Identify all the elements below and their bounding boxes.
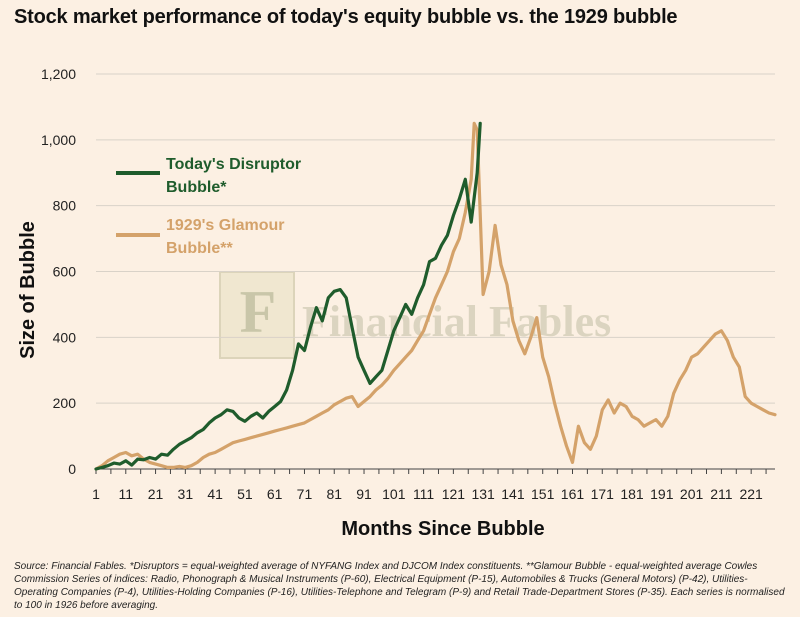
x-tick-label: 191 — [650, 486, 674, 502]
x-tick-label: 201 — [680, 486, 704, 502]
x-tick-label: 81 — [326, 486, 342, 502]
x-tick-label: 71 — [297, 486, 313, 502]
x-tick-label: 161 — [561, 486, 585, 502]
y-axis-ticks: 0 200 400 600 800 1,000 1,200 — [41, 66, 76, 477]
x-tick-label: 91 — [356, 486, 372, 502]
x-axis-ticks: 1 11 21 31 41 51 61 71 81 91 101 111 121 131 141 151 161… — [92, 469, 767, 502]
x-tick-label: 11 — [119, 486, 134, 502]
y-tick-label: 1,000 — [41, 132, 76, 148]
x-tick-label: 101 — [382, 486, 406, 502]
x-tick-label: 121 — [442, 486, 466, 502]
x-tick-label: 21 — [148, 486, 164, 502]
y-tick-label: 0 — [68, 461, 76, 477]
legend: Today's Disruptor Bubble* 1929's Glamour… — [116, 156, 301, 257]
watermark-logo-letter: F — [240, 279, 277, 345]
y-axis-title: Size of Bubble — [17, 221, 39, 359]
x-tick-label: 51 — [237, 486, 253, 502]
legend-label-glamour-line2: Bubble** — [166, 240, 233, 257]
y-tick-label: 200 — [53, 395, 77, 411]
x-tick-label: 1 — [92, 486, 100, 502]
x-tick-label: 211 — [710, 486, 733, 502]
x-tick-label: 151 — [531, 486, 555, 502]
y-tick-label: 1,200 — [41, 66, 76, 82]
x-tick-label: 111 — [413, 486, 434, 502]
x-tick-label: 171 — [591, 486, 615, 502]
source-note: Source: Financial Fables. *Disruptors = … — [14, 561, 785, 611]
grid — [96, 73, 775, 404]
x-tick-label: 221 — [739, 486, 763, 502]
x-axis-title: Months Since Bubble — [341, 518, 544, 540]
x-tick-label: 31 — [178, 486, 194, 502]
x-tick-label: 61 — [267, 486, 283, 502]
y-tick-label: 400 — [53, 329, 77, 345]
x-tick-label: 141 — [501, 486, 525, 502]
x-tick-label: 131 — [471, 486, 495, 502]
series-line-today — [94, 121, 482, 471]
legend-label-glamour-line1: 1929's Glamour — [166, 217, 285, 234]
y-tick-label: 800 — [53, 198, 77, 214]
x-tick-label: 41 — [207, 486, 223, 502]
y-tick-label: 600 — [53, 264, 77, 280]
chart-title: Stock market performance of today's equi… — [14, 6, 678, 28]
series-layer — [94, 121, 777, 471]
x-tick-label: 181 — [620, 486, 644, 502]
legend-label-today-line1: Today's Disruptor — [166, 156, 301, 173]
legend-label-today-line2: Bubble* — [166, 179, 227, 196]
series-line-glamour — [94, 121, 777, 471]
